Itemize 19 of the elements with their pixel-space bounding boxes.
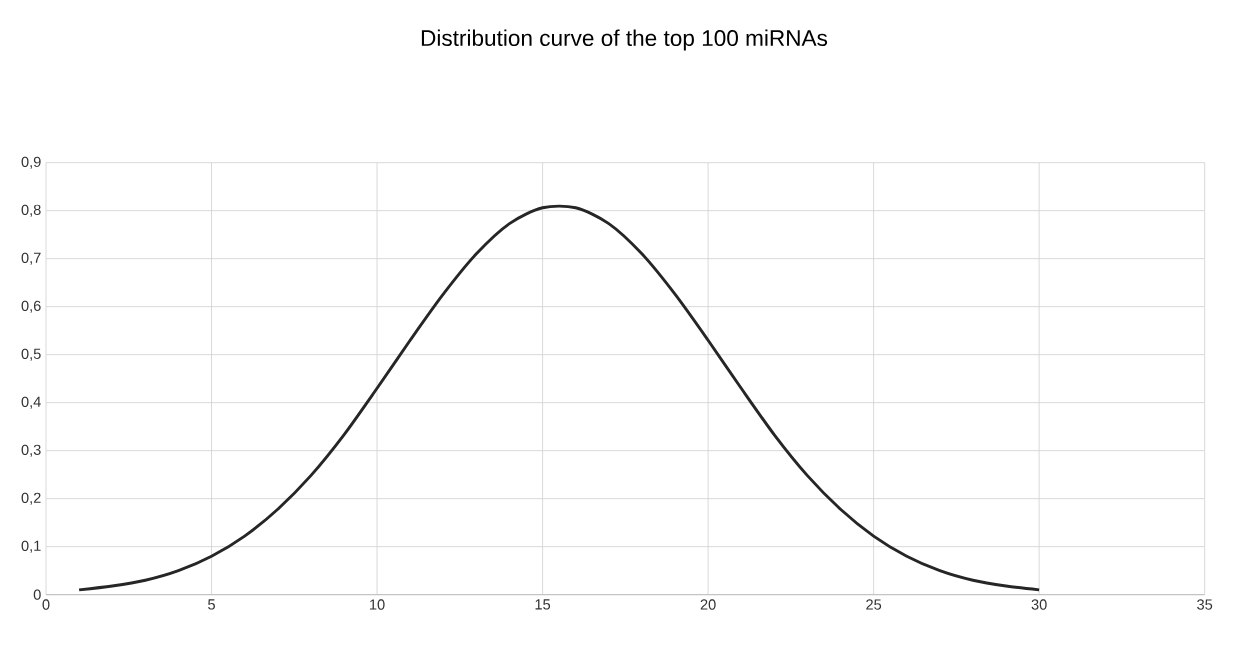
x-tick-label: 35: [1197, 599, 1213, 610]
y-tick-label: 0,5: [21, 348, 41, 361]
y-tick-label: 0,6: [21, 300, 41, 313]
x-tick-label: 30: [1031, 599, 1047, 610]
y-tick-label: 0,4: [21, 396, 41, 409]
y-tick-label: 0,9: [21, 156, 41, 169]
y-tick-label: 0: [33, 589, 41, 600]
y-tick-label: 0,3: [21, 444, 41, 457]
y-tick-label: 0,8: [21, 204, 41, 217]
chart-title: Distribution curve of the top 100 miRNAs: [421, 29, 828, 51]
x-tick-label: 25: [866, 599, 882, 610]
x-tick-label: 5: [208, 599, 215, 610]
y-tick-label: 0,1: [21, 540, 41, 553]
y-tick-label: 0,2: [21, 492, 41, 505]
x-tick-label: 10: [370, 599, 385, 610]
y-tick-label: 0,7: [21, 252, 41, 265]
x-tick-label: 0: [42, 599, 50, 610]
x-tick-label: 20: [700, 599, 716, 610]
x-tick-label: 15: [535, 599, 551, 610]
